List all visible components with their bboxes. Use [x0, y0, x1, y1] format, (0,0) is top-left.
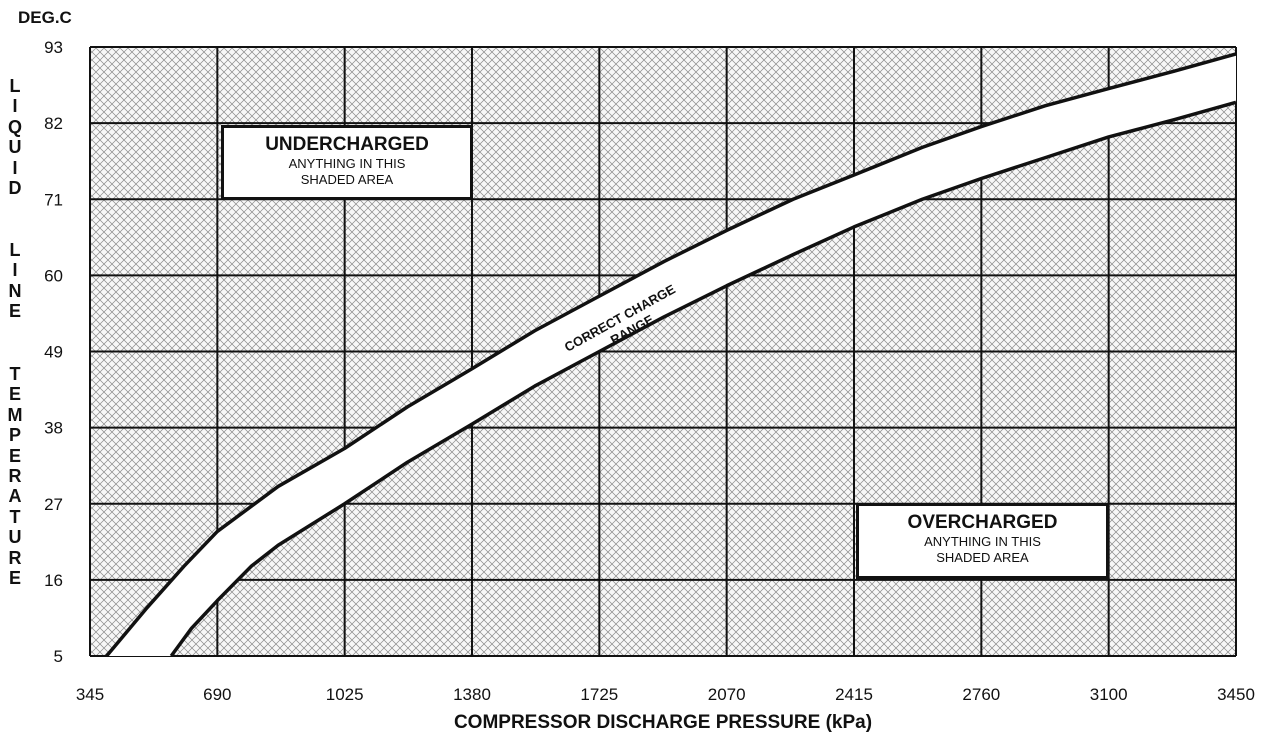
x-tick-label: 3100 — [1090, 685, 1128, 704]
undercharged-box: UNDERCHARGED ANYTHING IN THIS SHADED ARE… — [221, 125, 473, 200]
y-tick-label: 60 — [44, 266, 63, 285]
x-tick-label: 690 — [203, 685, 231, 704]
y-tick-label: 5 — [54, 647, 63, 666]
x-tick-label: 1725 — [580, 685, 618, 704]
y-tick-label: 27 — [44, 495, 63, 514]
x-tick-label: 3450 — [1217, 685, 1255, 704]
x-tick-label: 2415 — [835, 685, 873, 704]
y-tick-label: 71 — [44, 190, 63, 209]
x-tick-label: 1380 — [453, 685, 491, 704]
lower-curve — [169, 100, 1237, 658]
y-tick-label: 38 — [44, 419, 63, 438]
x-tick-label: 1025 — [326, 685, 364, 704]
overcharged-line2: SHADED AREA — [936, 550, 1029, 565]
y-tick-label: 16 — [44, 571, 63, 590]
x-axis-label: COMPRESSOR DISCHARGE PRESSURE (kPa) — [453, 712, 873, 733]
x-tick-label: 2070 — [708, 685, 746, 704]
undercharged-line2: SHADED AREA — [300, 172, 394, 187]
y-unit-label: DEG.C — [18, 8, 72, 27]
y-tick-label: 82 — [44, 114, 63, 133]
upper-curve — [105, 52, 1237, 658]
x-tick-label: 345 — [76, 685, 104, 704]
x-tick-label: 2760 — [962, 685, 1000, 704]
undercharged-line1: ANYTHING IN THIS — [288, 156, 406, 171]
undercharged-title: UNDERCHARGED — [265, 134, 429, 155]
y-tick-label: 49 — [44, 343, 63, 362]
overcharged-title: OVERCHARGED — [907, 512, 1058, 533]
overcharged-box: OVERCHARGED ANYTHING IN THIS SHADED AREA — [856, 503, 1109, 579]
correct-charge-band-fill — [106, 53, 1237, 656]
overcharged-line1: ANYTHING IN THIS — [924, 534, 1041, 549]
y-tick-label: 93 — [44, 38, 63, 57]
